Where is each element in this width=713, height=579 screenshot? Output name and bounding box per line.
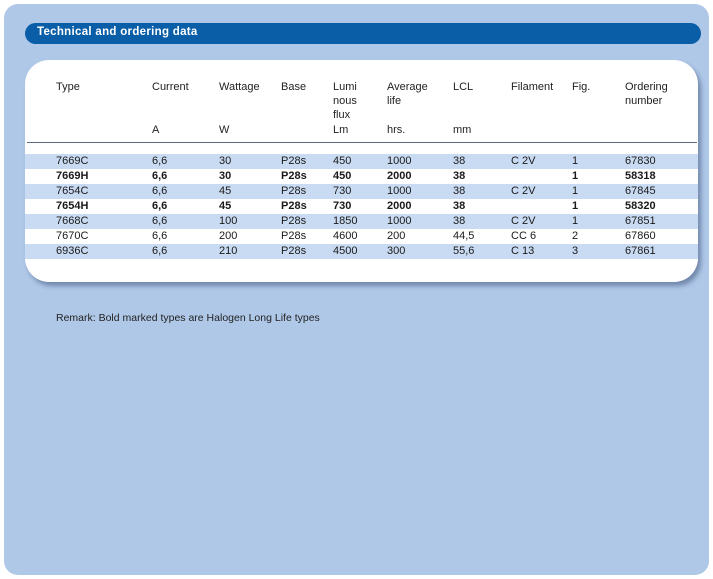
cell-wattage: 30 [219, 170, 232, 182]
column-header-life: Average life [387, 81, 428, 107]
cell-flux: 450 [333, 155, 352, 167]
cell-current: 6,6 [152, 170, 168, 182]
cell-base: P28s [281, 185, 307, 197]
remark-text: Remark: Bold marked types are Halogen Lo… [56, 312, 320, 324]
cell-base: P28s [281, 230, 307, 242]
cell-filament: C 2V [511, 155, 536, 167]
cell-type: 7654C [56, 185, 89, 197]
cell-wattage: 45 [219, 200, 232, 212]
cell-flux: 1850 [333, 215, 358, 227]
table-row: 7654C 6,6 45 P28s 730 1000 38 C 2V 1 67845 [25, 184, 698, 199]
cell-type: 7670C [56, 230, 89, 242]
cell-current: 6,6 [152, 185, 168, 197]
column-header-type: Type [56, 81, 80, 93]
column-unit-life: hrs. [387, 124, 406, 136]
cell-life: 200 [387, 230, 406, 242]
column-header-fig: Fig. [572, 81, 591, 93]
column-header-wattage: Wattage [219, 81, 260, 93]
cell-wattage: 210 [219, 245, 238, 257]
column-unit-flux: Lm [333, 124, 349, 136]
cell-life: 1000 [387, 185, 412, 197]
cell-filament: C 2V [511, 185, 536, 197]
datasheet-panel: Technical and ordering data Type Current A… [4, 4, 709, 575]
column-unit-wattage: W [219, 124, 230, 136]
cell-order: 67860 [625, 230, 656, 242]
cell-fig: 1 [572, 170, 579, 182]
cell-flux: 450 [333, 170, 352, 182]
cell-current: 6,6 [152, 245, 168, 257]
cell-life: 1000 [387, 215, 412, 227]
technical-data-table: Type Current A Wattage W Base Lumi nous flux Lm Av… [25, 60, 698, 282]
cell-fig: 1 [572, 155, 579, 167]
cell-base: P28s [281, 245, 307, 257]
cell-order: 67830 [625, 155, 656, 167]
cell-current: 6,6 [152, 230, 168, 242]
section-title: Technical and ordering data [37, 26, 198, 38]
table-row: 7669C 6,6 30 P28s 450 1000 38 C 2V 1 67830 [25, 154, 698, 169]
cell-current: 6,6 [152, 155, 168, 167]
cell-order: 67851 [625, 215, 656, 227]
cell-life: 1000 [387, 155, 412, 167]
cell-lcl: 55,6 [453, 245, 475, 257]
cell-base: P28s [281, 200, 307, 212]
column-header-lcl: LCL [453, 81, 474, 93]
cell-lcl: 38 [453, 215, 466, 227]
cell-fig: 1 [572, 185, 579, 197]
cell-fig: 3 [572, 245, 579, 257]
cell-fig: 2 [572, 230, 579, 242]
cell-order: 58318 [625, 170, 656, 182]
cell-filament: CC 6 [511, 230, 537, 242]
cell-life: 2000 [387, 200, 412, 212]
cell-base: P28s [281, 155, 307, 167]
cell-fig: 1 [572, 215, 579, 227]
column-unit-lcl: mm [453, 124, 472, 136]
column-header-flux: Lumi nous flux [333, 81, 357, 121]
table-row: 7670C 6,6 200 P28s 4600 200 44,5 CC 6 2 67860 [25, 229, 698, 244]
cell-fig: 1 [572, 200, 579, 212]
cell-life: 300 [387, 245, 406, 257]
cell-flux: 730 [333, 200, 352, 212]
cell-type: 7669C [56, 155, 89, 167]
cell-order: 58320 [625, 200, 656, 212]
column-header-current: Current [152, 81, 189, 93]
cell-lcl: 44,5 [453, 230, 475, 242]
cell-type: 7668C [56, 215, 89, 227]
cell-type: 7654H [56, 200, 89, 212]
cell-wattage: 30 [219, 155, 232, 167]
table-row: 7654H 6,6 45 P28s 730 2000 38 1 58320 [25, 199, 698, 214]
cell-filament: C 2V [511, 215, 536, 227]
cell-base: P28s [281, 215, 307, 227]
cell-filament: C 13 [511, 245, 535, 257]
cell-lcl: 38 [453, 200, 466, 212]
cell-flux: 4600 [333, 230, 358, 242]
table-row: 7668C 6,6 100 P28s 1850 1000 38 C 2V 1 67851 [25, 214, 698, 229]
cell-type: 7669H [56, 170, 89, 182]
column-header-base: Base [281, 81, 307, 93]
table-row: 6936C 6,6 210 P28s 4500 300 55,6 C 13 3 67861 [25, 244, 698, 259]
cell-current: 6,6 [152, 200, 168, 212]
table-row: 7669H 6,6 30 P28s 450 2000 38 1 58318 [25, 169, 698, 184]
cell-flux: 730 [333, 185, 352, 197]
cell-wattage: 45 [219, 185, 232, 197]
cell-order: 67861 [625, 245, 656, 257]
header-divider [27, 142, 697, 143]
cell-order: 67845 [625, 185, 656, 197]
cell-base: P28s [281, 170, 307, 182]
cell-lcl: 38 [453, 170, 466, 182]
cell-lcl: 38 [453, 155, 466, 167]
cell-wattage: 100 [219, 215, 238, 227]
cell-lcl: 38 [453, 185, 466, 197]
cell-current: 6,6 [152, 215, 168, 227]
column-unit-current: A [152, 124, 160, 136]
section-header-bar: Technical and ordering data [25, 23, 701, 44]
cell-life: 2000 [387, 170, 412, 182]
cell-flux: 4500 [333, 245, 358, 257]
column-header-filament: Filament [511, 81, 554, 93]
column-header-order: Ordering number [625, 81, 668, 107]
cell-wattage: 200 [219, 230, 238, 242]
cell-type: 6936C [56, 245, 89, 257]
